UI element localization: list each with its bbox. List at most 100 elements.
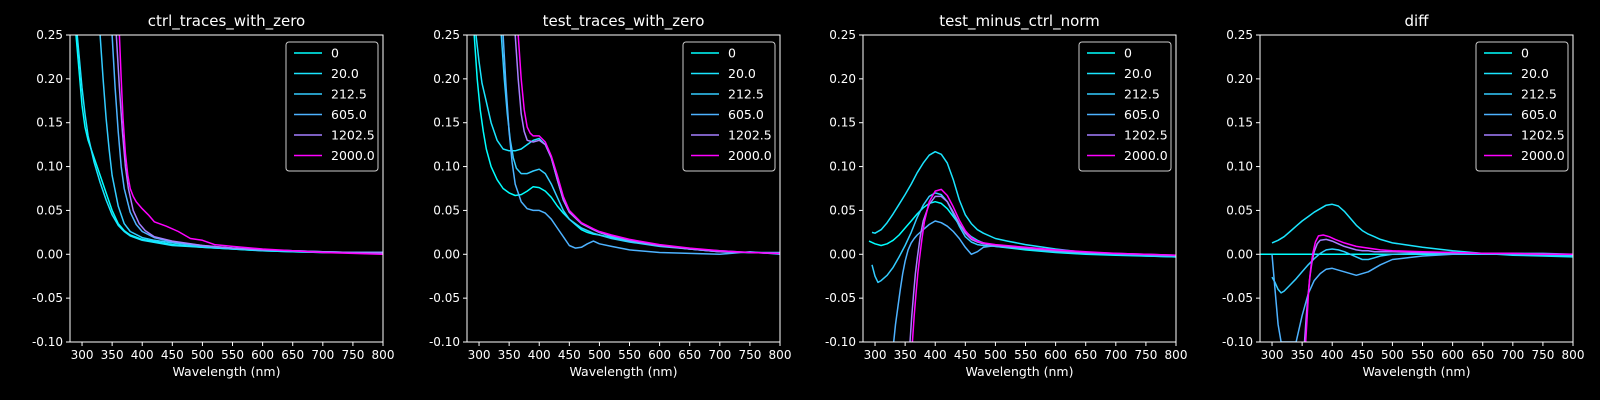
x-axis-label: Wavelength (nm) <box>173 364 281 379</box>
x-tick-label: 450 <box>1351 348 1374 362</box>
legend-label: 2000.0 <box>728 148 772 163</box>
chart-title: test_minus_ctrl_norm <box>939 12 1100 31</box>
y-tick-label: -0.10 <box>429 335 460 349</box>
y-tick-label: 0.20 <box>1226 72 1253 86</box>
legend-label: 20.0 <box>728 66 756 81</box>
x-tick-label: 300 <box>864 348 887 362</box>
legend-label: 1202.5 <box>728 128 772 143</box>
legend-label: 212.5 <box>1124 87 1160 102</box>
legend-label: 0 <box>1521 46 1529 61</box>
x-tick-label: 550 <box>221 348 244 362</box>
x-tick-label: 550 <box>1411 348 1434 362</box>
series-line-212.5 <box>1271 248 1573 294</box>
y-tick-label: 0.10 <box>829 160 856 174</box>
x-tick-label: 500 <box>1381 348 1404 362</box>
x-tick-label: 650 <box>678 348 701 362</box>
x-tick-label: 450 <box>558 348 581 362</box>
legend-label: 1202.5 <box>331 128 375 143</box>
x-tick-label: 650 <box>1471 348 1494 362</box>
series-line-605.0 <box>892 220 1176 342</box>
x-tick-label: 600 <box>251 348 274 362</box>
plot-frame <box>1259 34 1574 343</box>
y-tick-label: 0.05 <box>36 203 63 217</box>
x-axis-label: Wavelength (nm) <box>570 364 678 379</box>
series-line-1202.5 <box>909 195 1176 342</box>
y-tick-label: 0.05 <box>1226 203 1253 217</box>
x-tick-label: 700 <box>311 348 334 362</box>
chart-title: diff <box>1404 12 1429 30</box>
series-line-605.0 <box>1271 252 1573 342</box>
plot-frame <box>69 34 384 343</box>
x-tick-label: 550 <box>1014 348 1037 362</box>
legend-label: 20.0 <box>1124 66 1152 81</box>
x-tick-label: 350 <box>1291 348 1314 362</box>
y-tick-label: 0.20 <box>36 72 63 86</box>
series-line-1202.5 <box>514 35 780 255</box>
x-tick-label: 700 <box>708 348 731 362</box>
legend-label: 2000.0 <box>1521 148 1565 163</box>
series-line-2000.0 <box>911 188 1176 342</box>
x-tick-label: 750 <box>738 348 761 362</box>
y-tick-label: 0.20 <box>433 72 460 86</box>
x-tick-label: 350 <box>498 348 521 362</box>
series-line-2000.0 <box>1304 234 1573 342</box>
series-line-605.0 <box>502 35 780 256</box>
x-tick-label: 800 <box>372 348 395 362</box>
chart-title: test_traces_with_zero <box>543 12 705 31</box>
x-tick-label: 650 <box>1074 348 1097 362</box>
x-tick-label: 550 <box>618 348 641 362</box>
chart-panel-4: diff Wavelength (nm) 300 350 400 450 500 550 600… <box>1222 12 1585 379</box>
y-tick-label: -0.05 <box>825 291 856 305</box>
x-tick-label: 400 <box>131 348 154 362</box>
y-tick-label: 0.10 <box>433 160 460 174</box>
legend-label: 1202.5 <box>1521 128 1565 143</box>
legend-label: 212.5 <box>728 87 764 102</box>
y-tick-label: 0.15 <box>829 116 856 130</box>
series-group <box>473 35 780 256</box>
plot-frame <box>466 34 781 343</box>
legend-label: 0 <box>1124 46 1132 61</box>
y-tick-label: 0.00 <box>36 247 63 261</box>
x-axis-label: Wavelength (nm) <box>966 364 1074 379</box>
y-tick-label: 0.10 <box>36 160 63 174</box>
x-tick-label: 600 <box>1441 348 1464 362</box>
x-tick-label: 750 <box>341 348 364 362</box>
legend-label: 20.0 <box>1521 66 1549 81</box>
plot-frame <box>862 34 1177 343</box>
y-tick-label: 0.05 <box>433 203 460 217</box>
y-tick-label: -0.10 <box>32 335 63 349</box>
series-line-2000.0 <box>118 35 383 256</box>
x-tick-label: 350 <box>894 348 917 362</box>
x-tick-label: 800 <box>769 348 792 362</box>
x-tick-label: 400 <box>528 348 551 362</box>
x-tick-label: 450 <box>161 348 184 362</box>
legend-label: 212.5 <box>1521 87 1557 102</box>
x-tick-label: 700 <box>1104 348 1127 362</box>
legend: 0 20.0 212.5 605.0 1202.5 2000.0 <box>1078 41 1172 172</box>
y-tick-label: 0.15 <box>433 116 460 130</box>
legend-label: 20.0 <box>331 66 359 81</box>
x-tick-label: 700 <box>1501 348 1524 362</box>
legend-label: 0 <box>728 46 736 61</box>
x-tick-label: 650 <box>281 348 304 362</box>
y-tick-label: 0.25 <box>36 28 63 42</box>
series-group <box>1260 203 1573 342</box>
legend-label: 0 <box>331 46 339 61</box>
legend-label: 605.0 <box>1124 107 1160 122</box>
legend: 0 20.0 212.5 605.0 1202.5 2000.0 <box>682 41 776 172</box>
series-line-20.0 <box>76 35 383 254</box>
chart-title: ctrl_traces_with_zero <box>148 12 305 31</box>
y-tick-label: 0.20 <box>829 72 856 86</box>
y-tick-label: 0.25 <box>829 28 856 42</box>
x-tick-label: 300 <box>468 348 491 362</box>
series-line-212.5 <box>500 35 780 254</box>
x-tick-label: 800 <box>1562 348 1585 362</box>
x-tick-label: 400 <box>1321 348 1344 362</box>
legend-label: 605.0 <box>1521 107 1557 122</box>
series-line-20.0 <box>1271 203 1573 258</box>
y-tick-label: -0.10 <box>1222 335 1253 349</box>
x-tick-label: 600 <box>1044 348 1067 362</box>
legend-label: 605.0 <box>728 107 764 122</box>
y-tick-label: 0.00 <box>433 247 460 261</box>
